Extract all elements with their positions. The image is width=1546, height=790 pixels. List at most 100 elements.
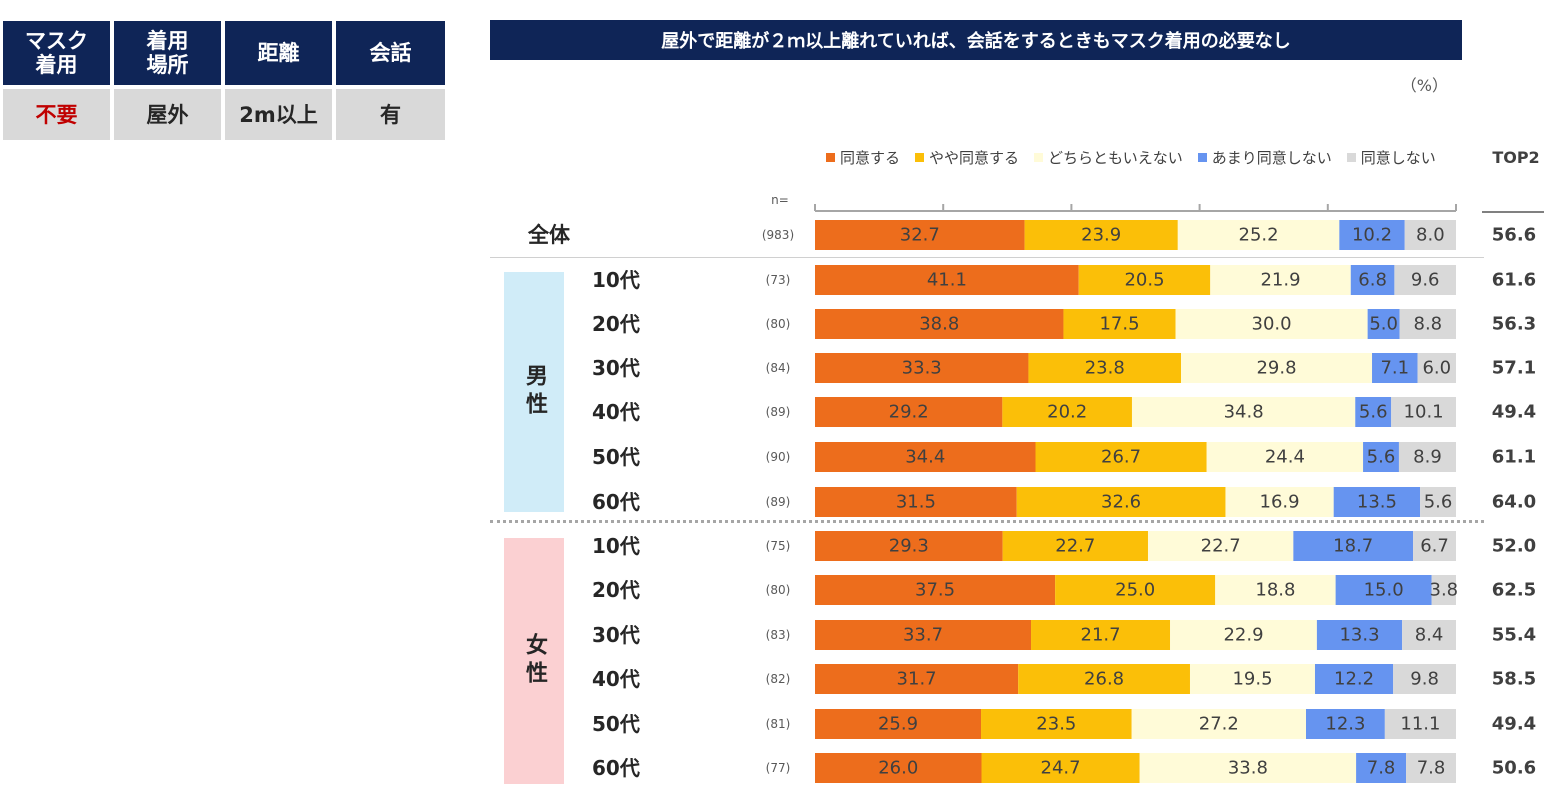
bar-value-label: 7.8 [1417, 758, 1446, 779]
bar-value-label: 13.5 [1357, 492, 1397, 513]
table-value-distance: 2m以上 [225, 89, 332, 140]
row-label: 10代 [592, 534, 640, 558]
bar-value-label: 29.3 [889, 536, 929, 557]
bar-value-label: 33.7 [903, 625, 943, 646]
group-label-male: 男性 [504, 272, 564, 512]
bar-segment [1210, 265, 1351, 295]
bar-value-label: 7.1 [1380, 358, 1409, 379]
legend-swatch [915, 152, 925, 162]
bar-value-label: 11.1 [1400, 714, 1440, 735]
bar-segment [815, 220, 1025, 250]
bar-value-label: 23.5 [1036, 714, 1076, 735]
bar-value-label: 38.8 [919, 314, 959, 335]
row-n: (73) [766, 273, 791, 287]
row-top2: 52.0 [1492, 536, 1536, 557]
row-top2: 64.0 [1492, 492, 1536, 513]
table-value-mask: 不要 [3, 89, 110, 140]
bar-segment [1372, 353, 1418, 383]
row-label: 10代 [592, 268, 640, 292]
bar-value-label: 22.7 [1055, 536, 1095, 557]
bar-segment [1035, 442, 1207, 472]
bar-value-label: 25.0 [1115, 580, 1155, 601]
row-n: (84) [766, 361, 791, 375]
row-top2: 61.6 [1492, 270, 1536, 291]
row-top2: 56.3 [1492, 314, 1536, 335]
bar-segment [1417, 353, 1456, 383]
bar-value-label: 6.7 [1420, 536, 1449, 557]
bar-value-label: 37.5 [915, 580, 955, 601]
bar-segment [1356, 753, 1407, 783]
row-n: (983) [762, 228, 794, 242]
bar-value-label: 20.5 [1124, 270, 1164, 291]
row-n: (80) [766, 317, 791, 331]
row-n: (77) [766, 761, 791, 775]
row-top2: 50.6 [1492, 758, 1536, 779]
bar-value-label: 27.2 [1199, 714, 1239, 735]
bar-value-label: 23.8 [1085, 358, 1125, 379]
table-header-distance: 距離 [225, 21, 332, 85]
bar-value-label: 19.5 [1232, 669, 1272, 690]
bar-value-label: 18.8 [1255, 580, 1295, 601]
bar-segment [981, 709, 1132, 739]
legend: 同意する やや同意する どちらともいえない あまり同意しない 同意しない [826, 145, 1451, 169]
bar-segment [1189, 664, 1315, 694]
bar-segment [1306, 709, 1385, 739]
bar-value-label: 33.3 [902, 358, 942, 379]
row-top2: 49.4 [1492, 402, 1536, 423]
bar-value-label: 26.8 [1084, 669, 1124, 690]
legend-label: 同意する [840, 148, 901, 167]
row-label: 50代 [592, 712, 640, 736]
legend-swatch [1197, 152, 1207, 162]
bar-segment [1391, 397, 1456, 427]
legend-label: あまり同意しない [1211, 148, 1332, 167]
bar-segment [1055, 575, 1216, 605]
bar-value-label: 5.6 [1367, 447, 1396, 468]
group-label-female: 女性 [504, 538, 564, 784]
bar-value-label: 21.7 [1081, 625, 1121, 646]
bar-value-label: 34.4 [905, 447, 945, 468]
bar-segment [1177, 220, 1340, 250]
row-top2: 56.6 [1492, 225, 1536, 246]
bar-segment [815, 265, 1079, 295]
bar-value-label: 31.7 [897, 669, 937, 690]
bar-segment [1016, 487, 1226, 517]
bar-value-label: 10.2 [1352, 225, 1392, 246]
bar-value-label: 3.8 [1430, 580, 1459, 601]
row-label: 20代 [592, 312, 640, 336]
row-n: (89) [766, 495, 791, 509]
bar-segment [1293, 531, 1414, 561]
legend-swatch [1034, 152, 1044, 162]
table-header-conversation: 会話 [336, 21, 445, 85]
row-label: 30代 [592, 356, 640, 380]
bar-value-label: 10.1 [1404, 402, 1444, 423]
bar-value-label: 23.9 [1081, 225, 1121, 246]
bar-segment [1314, 664, 1394, 694]
legend-item-disagree: 同意しない [1346, 147, 1436, 168]
bar-segment [815, 575, 1056, 605]
bar-value-label: 6.0 [1422, 358, 1451, 379]
bar-value-label: 32.6 [1101, 492, 1141, 513]
bar-segment [1399, 309, 1456, 339]
legend-swatch [1346, 152, 1356, 162]
bar-value-label: 29.8 [1256, 358, 1296, 379]
bar-segment [1350, 265, 1395, 295]
table-header-mask: マスク 着用 [3, 21, 110, 85]
n-header: n= [771, 193, 789, 207]
bar-value-label: 34.8 [1224, 402, 1264, 423]
bar-value-label: 5.6 [1424, 492, 1453, 513]
row-label: 60代 [592, 756, 640, 780]
bar-segment [1406, 753, 1456, 783]
bar-segment [1031, 620, 1171, 650]
bar-value-label: 5.6 [1359, 402, 1388, 423]
row-label: 20代 [592, 578, 640, 602]
bar-segment [1404, 220, 1456, 250]
bar-segment [1384, 709, 1456, 739]
legend-item-neutral: どちらともいえない [1034, 147, 1183, 168]
row-n: (90) [766, 450, 791, 464]
row-label: 30代 [592, 623, 640, 647]
bar-segment [1206, 442, 1364, 472]
bar-value-label: 8.4 [1415, 625, 1444, 646]
bar-segment [1028, 353, 1182, 383]
bar-value-label: 15.0 [1364, 580, 1404, 601]
